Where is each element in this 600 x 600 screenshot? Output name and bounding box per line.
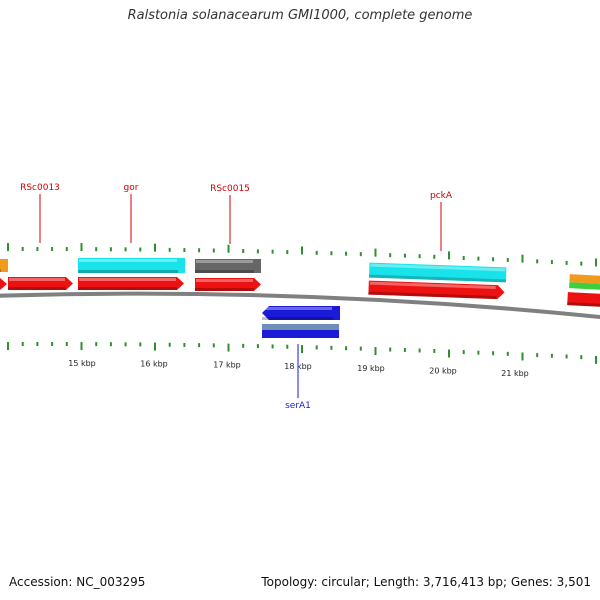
scale-label: 17 kbp <box>213 361 241 370</box>
gene-block-blue <box>262 324 339 338</box>
gene-label-RSc0015[interactable]: RSc0015 <box>210 184 250 244</box>
inner-tick-marks <box>7 342 597 364</box>
scale-label: 21 kbp <box>501 369 529 378</box>
gene-feature-right-edge <box>567 274 600 308</box>
gene-label-gor[interactable]: gor <box>124 183 139 243</box>
gene-label-pckA[interactable]: pckA <box>430 191 453 251</box>
gene-arrow-red <box>8 277 73 290</box>
gene-label-text[interactable]: RSc0013 <box>20 183 60 193</box>
scale-label: 20 kbp <box>429 366 457 375</box>
gene-block-gray <box>195 259 261 273</box>
gene-arrow-blue <box>262 306 340 320</box>
gene-arrow-red <box>78 277 184 290</box>
scale-label: 15 kbp <box>68 359 96 368</box>
gene-label-text[interactable]: serA1 <box>285 401 311 411</box>
gene-label-text[interactable]: pckA <box>430 191 453 201</box>
gene-feature-pckA <box>368 262 507 300</box>
map-title: Ralstonia solanacearum GMI1000, complete… <box>127 8 473 23</box>
gene-label-RSc0013[interactable]: RSc0013 <box>20 183 60 243</box>
genome-stats-text: Topology: circular; Length: 3,716,413 bp… <box>261 575 591 589</box>
gene-labels: RSc0013 gor RSc0015 pckA serA1 <box>20 183 453 411</box>
gene-arrow-red <box>0 278 7 290</box>
scale-label: 19 kbp <box>357 364 385 373</box>
outer-tick-marks <box>7 243 597 267</box>
gene-label-serA1[interactable]: serA1 <box>285 344 311 411</box>
genome-backbone <box>0 291 600 320</box>
gene-block-orange <box>0 259 8 272</box>
gene-block-cyan <box>78 258 185 273</box>
gene-label-text[interactable]: RSc0015 <box>210 184 250 194</box>
accession-text: Accession: NC_003295 <box>9 575 146 589</box>
gene-features <box>0 258 600 338</box>
gene-label-text[interactable]: gor <box>124 183 139 193</box>
gene-arrow-red <box>195 278 261 291</box>
scale-label: 16 kbp <box>140 360 168 369</box>
